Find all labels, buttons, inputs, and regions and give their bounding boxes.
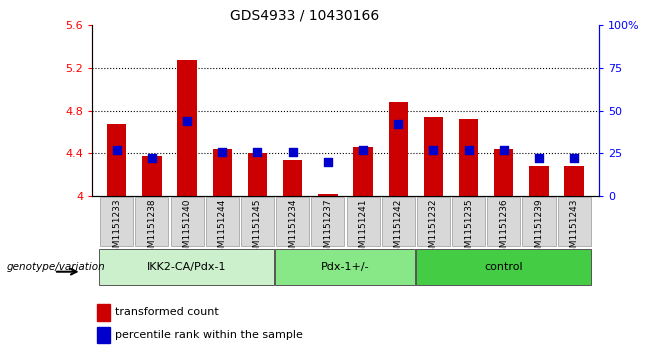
Text: GSM1151245: GSM1151245	[253, 199, 262, 259]
Bar	[283, 160, 302, 196]
FancyBboxPatch shape	[100, 197, 134, 246]
Bar	[178, 60, 197, 196]
Text: IKK2-CA/Pdx-1: IKK2-CA/Pdx-1	[147, 262, 227, 272]
Bar	[107, 123, 126, 196]
Text: GSM1151243: GSM1151243	[570, 199, 578, 259]
Point	[534, 156, 544, 162]
Text: GSM1151234: GSM1151234	[288, 199, 297, 259]
Title: GDS4933 / 10430166: GDS4933 / 10430166	[230, 9, 380, 23]
Text: GSM1151239: GSM1151239	[534, 199, 544, 259]
FancyBboxPatch shape	[557, 197, 591, 246]
FancyBboxPatch shape	[382, 197, 415, 246]
Point	[111, 147, 122, 153]
Bar	[529, 166, 549, 196]
Bar	[494, 149, 513, 196]
Point	[569, 156, 580, 162]
FancyBboxPatch shape	[416, 249, 591, 285]
Point	[217, 149, 228, 155]
Text: GSM1151242: GSM1151242	[393, 199, 403, 259]
Bar	[248, 153, 267, 196]
Text: GSM1151235: GSM1151235	[464, 199, 473, 259]
Text: GSM1151240: GSM1151240	[183, 199, 191, 259]
Bar	[459, 119, 478, 196]
FancyBboxPatch shape	[311, 197, 344, 246]
Text: GSM1151236: GSM1151236	[499, 199, 508, 259]
Point	[182, 118, 192, 124]
FancyBboxPatch shape	[241, 197, 274, 246]
Bar	[97, 304, 110, 321]
Text: GSM1151241: GSM1151241	[359, 199, 368, 259]
Text: percentile rank within the sample: percentile rank within the sample	[115, 330, 303, 340]
FancyBboxPatch shape	[99, 249, 274, 285]
Bar	[142, 155, 162, 196]
Point	[288, 149, 298, 155]
Bar	[318, 194, 338, 196]
Point	[499, 147, 509, 153]
FancyBboxPatch shape	[276, 197, 309, 246]
Point	[358, 147, 368, 153]
Text: Pdx-1+/-: Pdx-1+/-	[321, 262, 370, 272]
Text: GSM1151244: GSM1151244	[218, 199, 227, 259]
Point	[322, 159, 333, 165]
Bar	[389, 102, 408, 196]
Text: control: control	[484, 262, 523, 272]
FancyBboxPatch shape	[136, 197, 168, 246]
Bar	[97, 327, 110, 343]
Point	[147, 156, 157, 162]
Text: GSM1151233: GSM1151233	[113, 199, 121, 259]
FancyBboxPatch shape	[417, 197, 450, 246]
Point	[252, 149, 263, 155]
FancyBboxPatch shape	[452, 197, 485, 246]
Point	[393, 122, 403, 127]
Bar	[213, 149, 232, 196]
FancyBboxPatch shape	[206, 197, 239, 246]
Text: GSM1151237: GSM1151237	[323, 199, 332, 259]
Text: GSM1151238: GSM1151238	[147, 199, 157, 259]
Bar	[565, 166, 584, 196]
FancyBboxPatch shape	[487, 197, 520, 246]
Point	[463, 147, 474, 153]
FancyBboxPatch shape	[347, 197, 380, 246]
FancyBboxPatch shape	[275, 249, 415, 285]
Point	[428, 147, 439, 153]
Bar	[353, 147, 372, 196]
Text: transformed count: transformed count	[115, 307, 218, 317]
FancyBboxPatch shape	[170, 197, 204, 246]
Text: genotype/variation: genotype/variation	[7, 262, 105, 272]
Text: GSM1151232: GSM1151232	[429, 199, 438, 259]
FancyBboxPatch shape	[522, 197, 555, 246]
Bar	[424, 117, 443, 196]
